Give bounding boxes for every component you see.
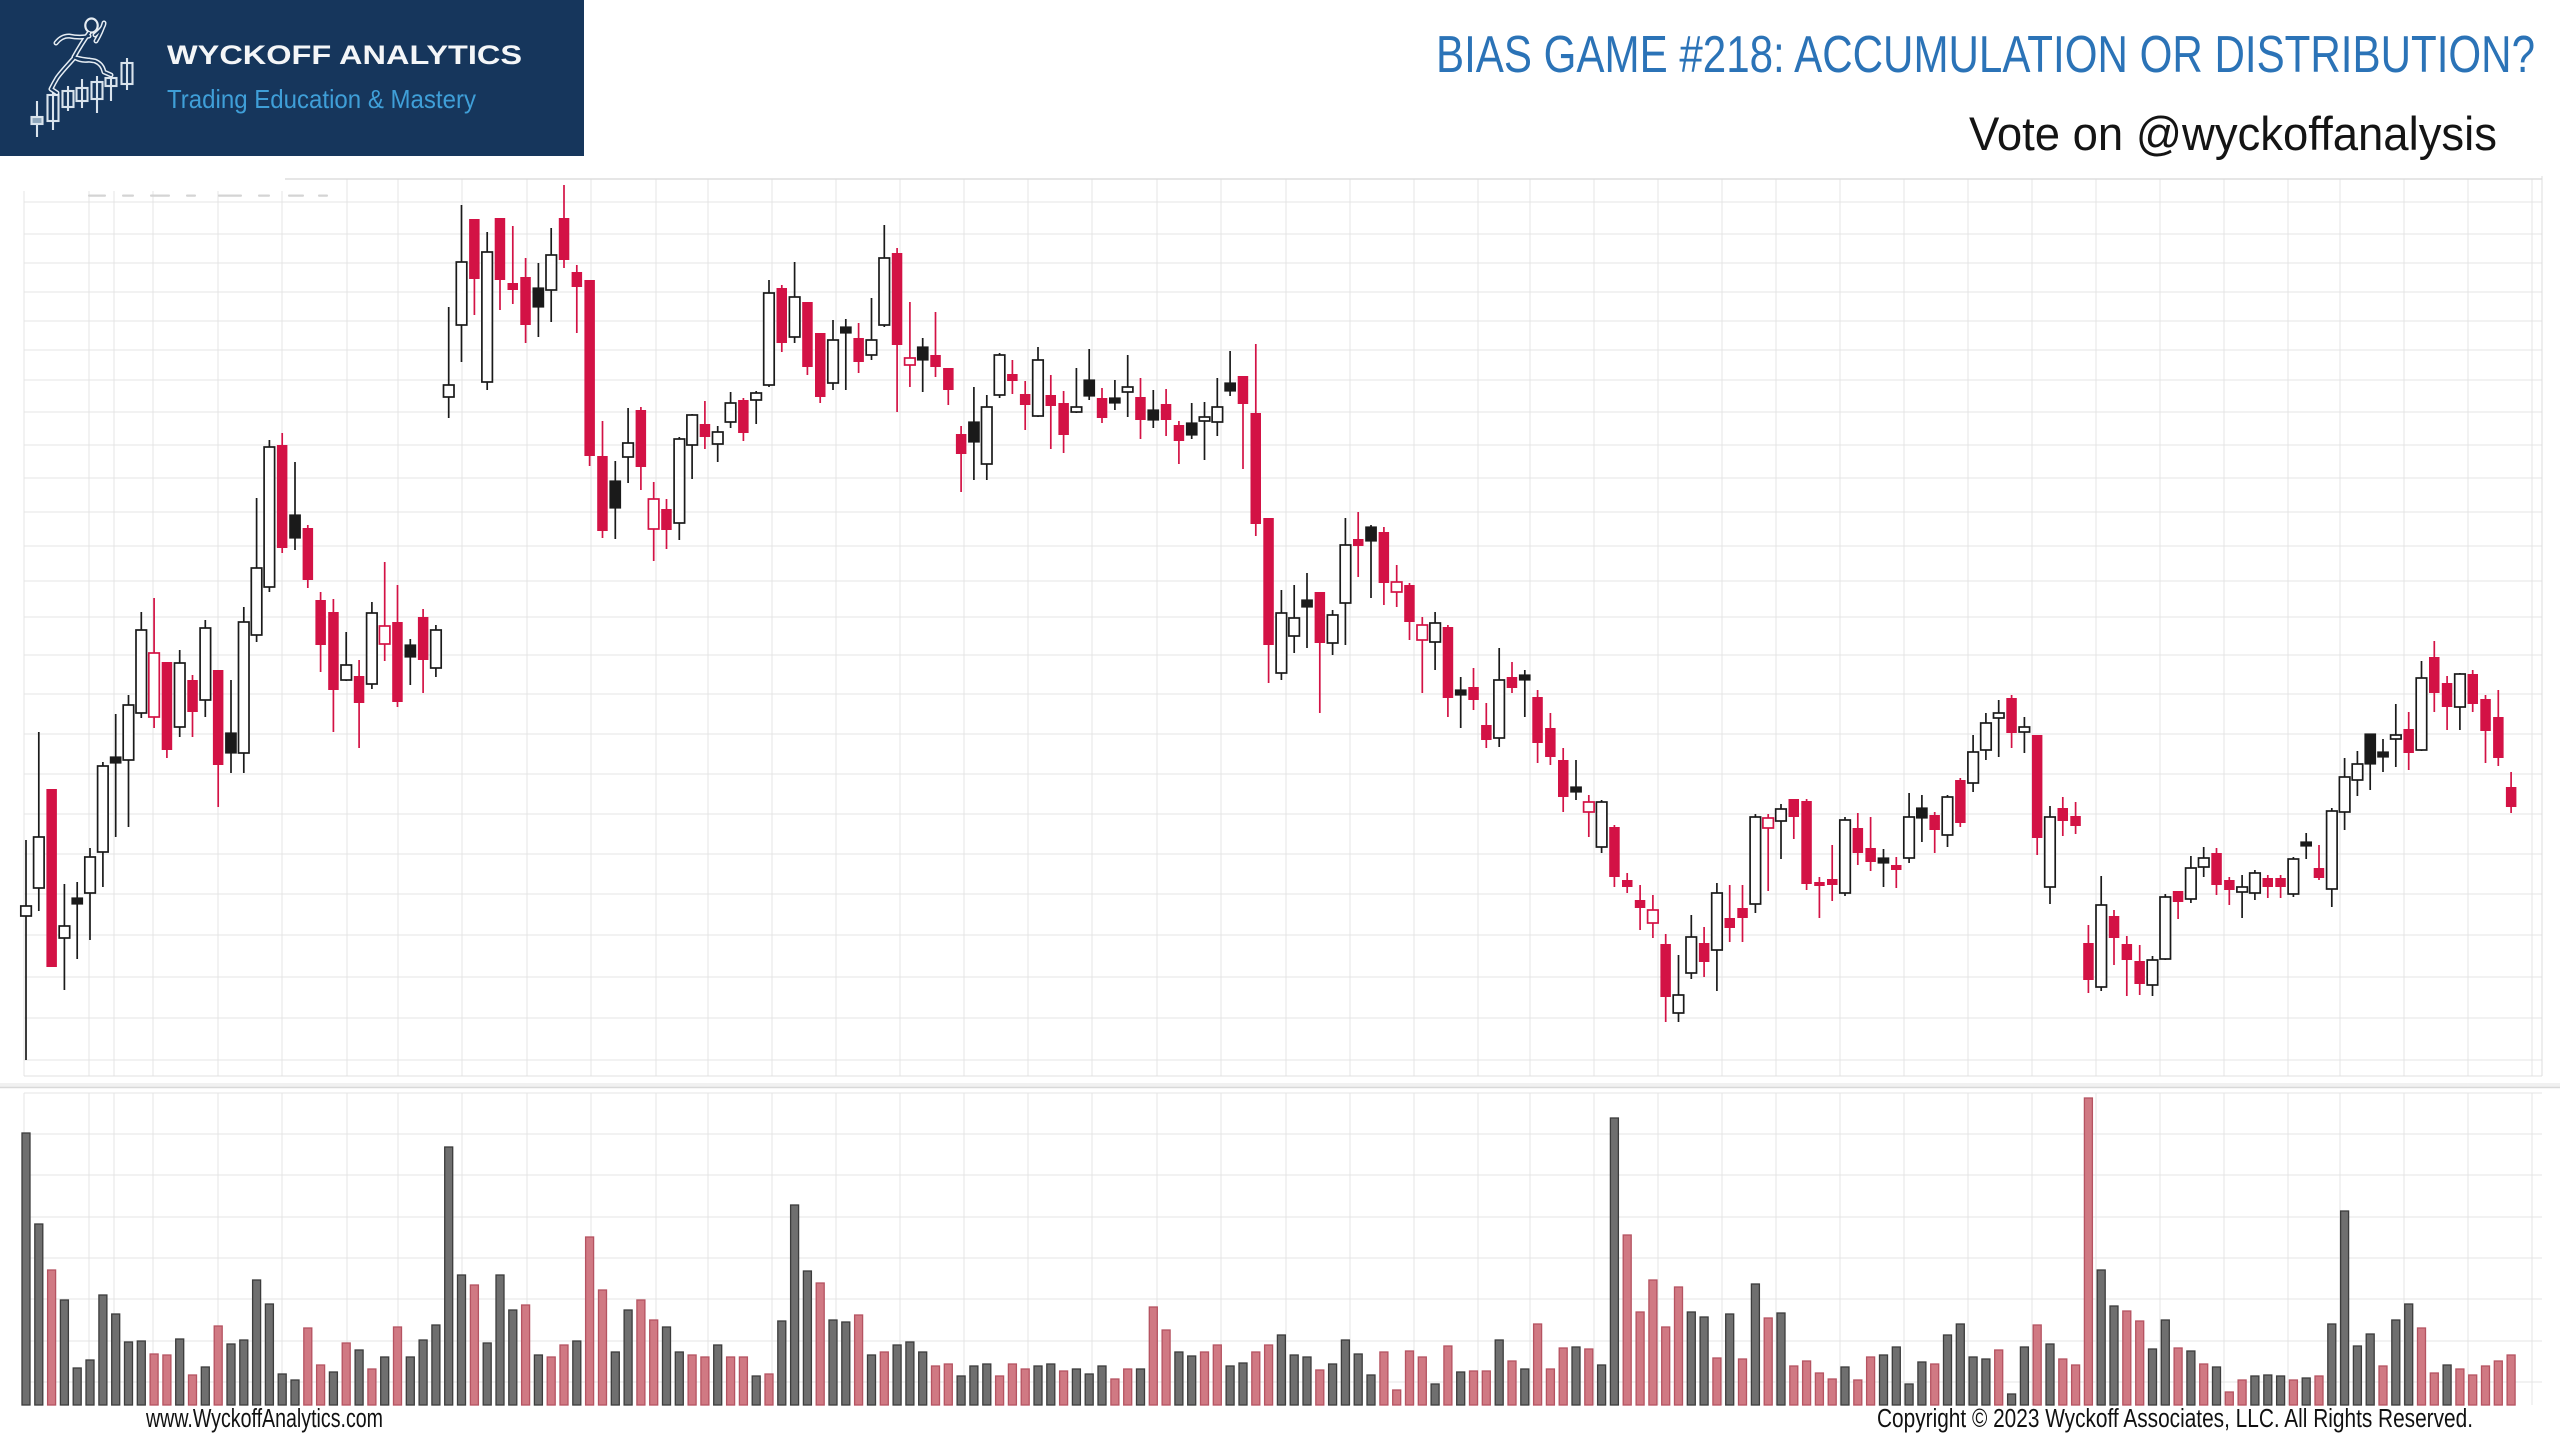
svg-text:www.WyckoffAnalytics.com: www.WyckoffAnalytics.com <box>145 1405 383 1433</box>
svg-text:BIAS GAME #218: ACCUMULATION O: BIAS GAME #218: ACCUMULATION OR DISTRIBU… <box>1436 26 2535 84</box>
svg-text:Vote on @wyckoffanalysis: Vote on @wyckoffanalysis <box>1969 107 2497 160</box>
svg-text:Copyright © 2023 Wyckoff Assoc: Copyright © 2023 Wyckoff Associates, LLC… <box>1877 1405 2473 1433</box>
svg-text:WYCKOFF ANALYTICS: WYCKOFF ANALYTICS <box>167 40 522 70</box>
svg-text:Trading Education & Mastery: Trading Education & Mastery <box>167 84 476 114</box>
